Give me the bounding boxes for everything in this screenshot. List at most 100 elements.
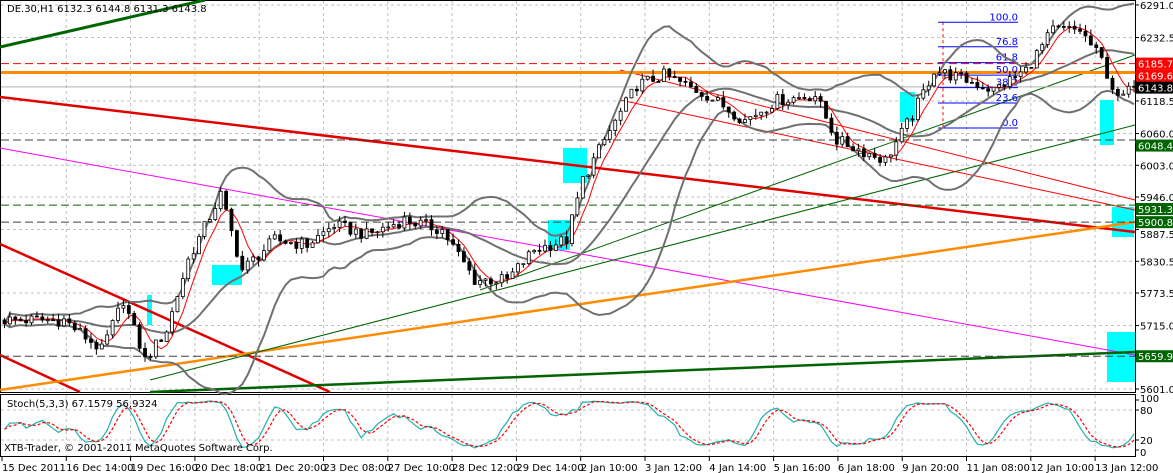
candle-body (489, 278, 493, 285)
candle-body (353, 228, 358, 235)
symbol-title: DE.30,H1 6132.3 6144.8 6131.3 6143.8 (7, 4, 207, 15)
price-label: 5900.8 (1138, 218, 1173, 229)
candle-body (316, 235, 320, 244)
candle-body (829, 117, 834, 133)
candle-body (440, 229, 445, 234)
candle-body (1018, 71, 1023, 78)
stoch-tick-label: 80 (1140, 406, 1153, 417)
candle-body (894, 141, 899, 156)
candle-body (326, 228, 331, 233)
y-tick-label: 5887.5 (1140, 230, 1173, 241)
stoch-main-line (4, 400, 1135, 449)
candle-body (224, 190, 228, 210)
candle-body (1051, 25, 1055, 34)
candle-body (153, 339, 158, 358)
candle-body (197, 236, 201, 255)
candle-body (121, 305, 126, 309)
candle-body (651, 75, 655, 82)
candle-body (586, 174, 591, 177)
stoch-tick-label: 0 (1140, 448, 1146, 459)
candle-body (175, 296, 180, 313)
candle-body (997, 84, 1001, 88)
candle-body (516, 263, 520, 273)
candle-body (391, 224, 396, 228)
candle-body (964, 72, 969, 83)
trendline-magenta (0, 147, 1136, 356)
candle-body (1115, 89, 1120, 96)
candle-body (564, 236, 569, 245)
candle-body (51, 319, 56, 322)
candle-body (186, 258, 191, 279)
candle-body (321, 231, 326, 236)
candle-body (921, 89, 926, 99)
candle-body (305, 238, 310, 248)
candle-body (310, 242, 315, 248)
candle-body (791, 97, 796, 103)
candle-body (883, 156, 888, 163)
candle-body (1002, 84, 1007, 87)
x-tick-label: 9 Jan 20:00 (902, 463, 959, 473)
candle-body (851, 146, 855, 152)
candle-body (856, 148, 861, 152)
trendline-green-bottom (149, 350, 1136, 394)
candle-body (105, 334, 110, 345)
fib-level-label: 23.6 (996, 93, 1018, 104)
candle-body (170, 311, 174, 333)
candle-body (872, 152, 877, 158)
trendline-green-top (0, 0, 206, 49)
candle-body (575, 197, 580, 216)
candle-body (1072, 25, 1077, 30)
candle-body (289, 242, 293, 244)
channel-red-upper (619, 69, 1136, 201)
candle-body (910, 118, 915, 121)
candle-body (916, 97, 920, 121)
highlight-box (1100, 100, 1114, 145)
candle-body (235, 230, 239, 257)
price-label: 6185.7 (1138, 60, 1173, 71)
candle-body (29, 315, 34, 324)
candle-body (986, 88, 991, 92)
x-tick-label: 16 Dec 14:00 (66, 463, 133, 473)
candle-body (13, 316, 18, 320)
candle-body (213, 208, 218, 220)
candle-body (618, 110, 623, 121)
candle-body (364, 228, 369, 239)
fib-level-label: 50.0 (996, 65, 1018, 76)
candle-body (45, 319, 50, 322)
candle-body (499, 274, 504, 284)
candle-body (94, 342, 99, 350)
candle-body (462, 251, 466, 263)
candle-body (1078, 28, 1082, 32)
candle-body (764, 111, 769, 114)
candle-body (943, 69, 947, 74)
candle-body (1034, 50, 1039, 69)
candle-body (218, 190, 223, 209)
candle-body (888, 154, 893, 158)
candle-body (110, 320, 115, 336)
candle-body (899, 127, 904, 143)
candle-body (743, 119, 747, 123)
candle-body (202, 221, 207, 237)
candle-body (62, 318, 66, 327)
candle-body (132, 313, 137, 326)
x-tick-label: 5 Jan 16:00 (774, 463, 831, 473)
candle-body (1029, 66, 1034, 69)
price-label-box (1136, 69, 1173, 82)
candle-body (126, 305, 131, 314)
trendline-red-main (0, 95, 1136, 234)
candle-body (532, 249, 537, 253)
candle-body (678, 76, 682, 82)
candle-body (451, 239, 455, 245)
candle-body (526, 251, 531, 265)
candle-body (424, 219, 428, 222)
x-tick-label: 29 Dec 14:00 (516, 463, 583, 473)
candle-body (845, 136, 850, 148)
candle-body (272, 234, 277, 240)
x-tick-label: 13 Jan 12:00 (1095, 463, 1158, 473)
candle-body (2, 319, 7, 325)
candle-body (748, 116, 753, 121)
candle-body (656, 80, 661, 83)
candle-body (505, 274, 510, 279)
candle-body (299, 238, 304, 249)
